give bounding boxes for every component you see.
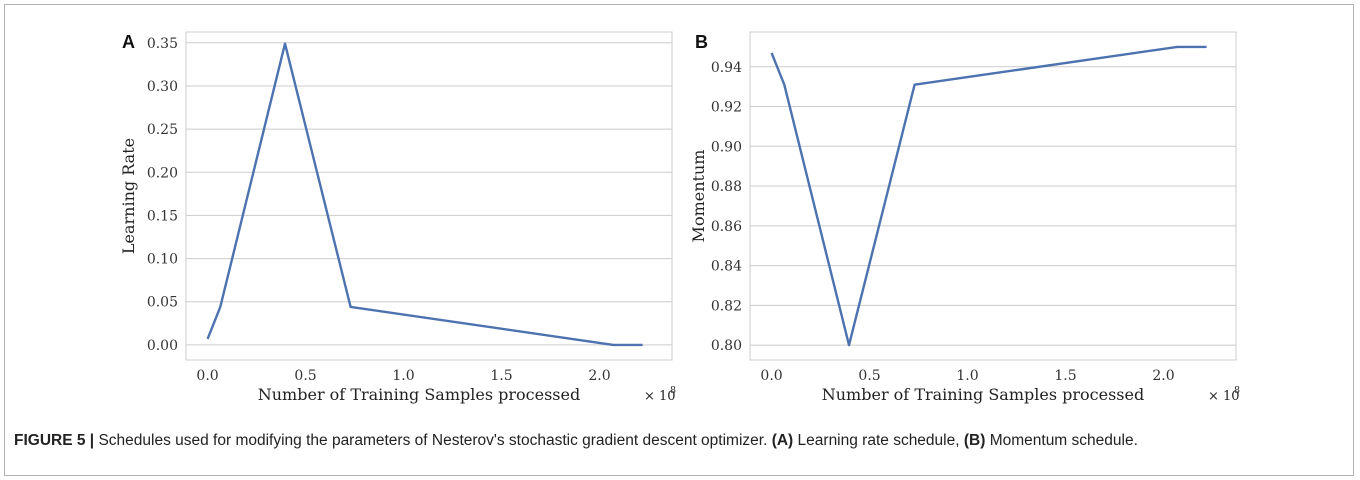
x-offset-text: × 10 — [1208, 389, 1240, 404]
y-axis-label: Learning Rate — [119, 138, 138, 254]
y-tick-label: 0.10 — [147, 252, 178, 268]
panel-label: B — [695, 32, 708, 52]
y-tick-label: 0.25 — [147, 122, 178, 138]
caption-label: FIGURE 5 | — [14, 432, 95, 449]
x-tick-label: 2.0 — [588, 368, 610, 384]
panel-label: A — [122, 32, 135, 52]
y-tick-label: 0.86 — [711, 219, 742, 235]
figure-frame — [4, 4, 1354, 476]
y-tick-label: 0.90 — [711, 139, 742, 155]
x-tick-label: 1.5 — [1054, 368, 1076, 384]
x-tick-label: 0.5 — [294, 368, 316, 384]
y-tick-label: 0.05 — [147, 295, 178, 311]
caption-text-3: Momentum schedule. — [985, 432, 1138, 449]
plot-area-frame — [749, 31, 1237, 361]
x-tick-label: 0.0 — [760, 368, 782, 384]
y-tick-label: 0.80 — [711, 338, 742, 354]
y-tick-label: 0.84 — [711, 259, 742, 275]
x-offset-exponent: 8 — [670, 385, 676, 396]
x-tick-label: 1.5 — [490, 368, 512, 384]
caption-b: (B) — [963, 432, 986, 449]
caption-a: (A) — [771, 432, 794, 449]
y-tick-label: 0.88 — [711, 179, 742, 195]
y-axis-label: Momentum — [689, 150, 708, 243]
x-tick-label: 0.5 — [858, 368, 880, 384]
series-line — [206, 42, 643, 347]
x-offset-exponent: 8 — [1234, 385, 1240, 396]
y-tick-label: 0.20 — [147, 165, 178, 181]
y-tick-label: 0.35 — [147, 36, 178, 52]
y-tick-label: 0.30 — [147, 79, 178, 95]
x-tick-label: 2.0 — [1152, 368, 1174, 384]
x-tick-label: 1.0 — [392, 368, 414, 384]
y-tick-label: 0.92 — [711, 100, 742, 116]
caption-text-2: Learning rate schedule, — [793, 432, 964, 449]
caption-text-1: Schedules used for modifying the paramet… — [94, 432, 772, 449]
y-tick-label: 0.82 — [711, 298, 742, 314]
x-axis-label: Number of Training Samples processed — [258, 385, 580, 404]
x-offset-text: × 10 — [644, 389, 676, 404]
y-tick-label: 0.15 — [147, 208, 178, 224]
plot-area-frame — [185, 31, 673, 361]
chart-panel-a: 0.00 0.05 0.10 0.15 0.20 0.25 0.30 0.35 0.0 0.5 1.… — [119, 31, 676, 404]
y-tick-label: 0.00 — [147, 338, 178, 354]
chart-panel-b: 0.80 0.82 0.84 0.86 0.88 0.90 0.92 0.94 0.0 0.5 1.… — [689, 31, 1240, 404]
y-tick-label: 0.94 — [711, 60, 742, 76]
series-line — [770, 45, 1207, 347]
x-tick-label: 0.0 — [196, 368, 218, 384]
x-axis-label: Number of Training Samples processed — [822, 385, 1144, 404]
x-tick-label: 1.0 — [956, 368, 978, 384]
figure-charts: 0.00 0.05 0.10 0.15 0.20 0.25 0.30 0.35 0.0 0.5 1.… — [119, 31, 1240, 404]
figure-caption: FIGURE 5 | Schedules used for modifying … — [14, 432, 1350, 450]
